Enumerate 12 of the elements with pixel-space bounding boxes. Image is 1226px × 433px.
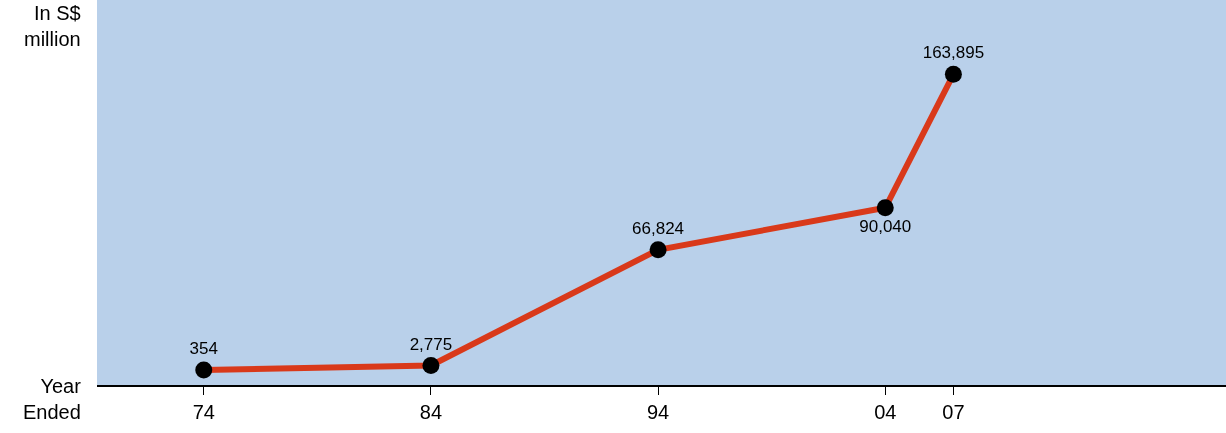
data-label: 90,040 [859, 217, 912, 237]
data-label: 163,895 [922, 43, 985, 63]
x-tick-label: 04 [874, 400, 897, 423]
data-label: 66,824 [632, 218, 685, 238]
x-tick-label: 07 [942, 400, 965, 423]
x-tick-label: 94 [646, 400, 670, 423]
data-label: 2,775 [409, 334, 453, 354]
y-axis-title: In S$ million [24, 2, 81, 50]
x-tick-label: 74 [192, 400, 215, 423]
data-label: 354 [189, 339, 218, 359]
x-tick-label: 84 [419, 400, 443, 423]
x-axis-title: Year Ended [23, 375, 82, 423]
